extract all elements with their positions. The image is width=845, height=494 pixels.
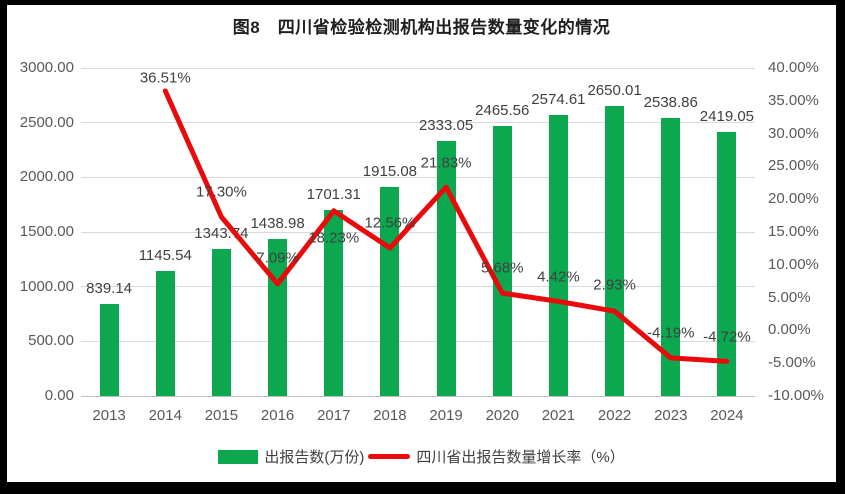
growth-point-label: 18.23% [308,229,360,247]
gridline [81,67,755,69]
bar-2019 [436,140,456,396]
right-axis-tick-label: 20.00% [768,190,819,208]
left-axis-tick-label: 2500.00 [19,113,74,131]
right-axis-tick-label: 35.00% [768,91,819,109]
growth-point-label: -4.19% [646,324,695,342]
growth-point-label: 2.93% [593,276,636,294]
gridline [81,122,755,124]
legend-label-line-series: 四川省出报告数量增长率（%） [416,449,625,466]
legend-item-bar-series: 出报告数(万份) [218,446,364,467]
growth-point-label: 5.68% [480,259,524,277]
x-axis-tick-label: 2018 [373,407,407,424]
left-axis-tick-label: 3000.00 [19,59,74,76]
right-axis-tick-label: -10.00% [768,387,824,404]
bar-2018 [380,186,400,396]
x-axis-tick-label: 2020 [485,407,519,424]
x-axis-tick-label: 2023 [654,407,688,424]
x-axis-tick-label: 2022 [597,407,632,424]
right-axis-tick-label: -5.00% [768,354,816,372]
x-axis-tick-label: 2013 [92,407,126,424]
bar-value-label: 2419.05 [699,107,755,125]
right-axis-tick-label: 10.00% [768,255,819,273]
growth-point-label: 21.83% [420,154,472,172]
bar-2020 [492,126,512,396]
legend-label-bar-series: 出报告数(万份) [264,449,365,466]
left-axis-tick-label: 2000.00 [19,168,74,186]
growth-point-label: 4.42% [537,268,580,286]
bar-2017 [324,209,344,396]
gridline [81,286,755,288]
bar-2021 [548,114,568,396]
plot-area: 3000.00 2500.00 2000.00 1500.00 1000.00 500.0… [7,5,836,482]
bar-value-label: 839.14 [86,280,133,298]
gridline [81,231,755,233]
right-axis-tick-label: 5.00% [768,288,811,306]
bar-value-label: 1438.98 [250,214,305,232]
bar-2014 [155,270,175,396]
bar-series-swatch-icon [218,449,259,464]
line-series-swatch-icon [368,454,411,459]
bar-2013 [99,304,119,396]
x-axis-tick-label: 2019 [429,407,463,424]
x-axis-tick-label: 2015 [204,407,239,424]
bar-2023 [661,118,681,396]
left-axis-tick-label: 0.00 [44,387,74,404]
right-axis-tick-label: 40.00% [768,59,819,76]
bar-value-label: 2465.56 [475,102,530,120]
x-axis-tick-label: 2021 [541,407,576,424]
bar-2024 [717,131,737,396]
bar-value-label: 1915.08 [362,162,418,180]
left-axis-tick-label: 500.00 [28,332,74,350]
growth-point-label: -4.72% [703,328,751,346]
growth-point-label: 7.09% [256,249,299,267]
gridline [81,395,755,397]
chart-title: 图8 四川省检验检测机构出报告数量变化的情况 [232,18,611,37]
legend-item-line-series: 四川省出报告数量增长率（%） [368,446,625,467]
bar-2022 [605,106,625,396]
bar-value-label: 1145.54 [138,246,192,264]
chart-frame: 图8 四川省检验检测机构出报告数量变化的情况 3000.00 2500.00 200… [7,5,836,482]
x-axis-tick-label: 2016 [260,407,295,424]
bar-value-label: 1701.31 [306,185,361,203]
bar-2015 [211,249,231,396]
legend: 出报告数(万份) 四川省出报告数量增长率（%） [7,446,836,467]
gridline [81,176,755,178]
bar-value-label: 2574.61 [531,90,586,108]
right-axis-tick-label: 25.00% [768,157,819,175]
bar-value-label: 2333.05 [418,116,474,134]
right-axis-tick-label: 30.00% [768,124,819,142]
left-axis-tick-label: 1000.00 [19,277,74,295]
growth-point-label: 17.30% [195,183,247,201]
x-axis-tick-label: 2014 [148,407,182,424]
growth-line [162,88,730,364]
bar-value-label: 2538.86 [643,94,698,112]
x-axis-tick-label: 2024 [710,407,744,424]
left-axis-tick-label: 1500.00 [19,223,74,240]
growth-point-label: 36.51% [139,69,191,87]
gridline [81,340,755,342]
growth-line-layer [162,88,730,364]
x-axis-tick-label: 2017 [317,407,351,424]
bar-value-label: 2650.01 [587,82,642,100]
growth-point-label: 12.56% [364,214,416,232]
right-axis-tick-label: 15.00% [768,223,819,240]
right-axis-tick-label: 0.00% [768,321,811,339]
